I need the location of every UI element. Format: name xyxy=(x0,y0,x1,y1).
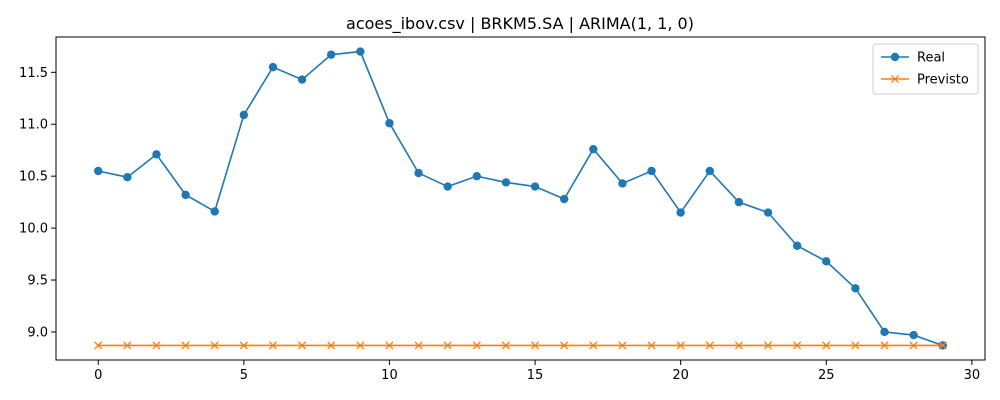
data-point xyxy=(559,194,569,204)
axes-frame xyxy=(55,36,986,361)
legend: Real Previsto xyxy=(872,43,979,95)
y-tick-label: 11.5 xyxy=(19,66,48,81)
data-point xyxy=(880,341,889,350)
legend-marker xyxy=(890,52,900,62)
y-tick-label: 9.0 xyxy=(27,325,48,340)
plot-area: 0 5 10 15 20 25 30 9.0 9.5 10.0 10.5 11.0 11.5 xyxy=(19,36,986,383)
data-point xyxy=(501,341,510,350)
data-point xyxy=(472,171,482,181)
data-point xyxy=(210,341,219,350)
data-point xyxy=(909,330,918,340)
x-tick-label: 5 xyxy=(240,368,248,383)
data-point xyxy=(356,47,365,56)
data-point xyxy=(239,110,249,120)
data-point xyxy=(443,341,452,350)
data-point xyxy=(734,341,743,350)
y-tick-label: 10.0 xyxy=(19,222,48,237)
data-point xyxy=(851,284,860,293)
data-point xyxy=(385,341,394,350)
data-point xyxy=(705,166,714,176)
data-point xyxy=(618,179,627,188)
data-point xyxy=(414,341,423,350)
data-point xyxy=(851,341,860,350)
data-point xyxy=(94,341,103,350)
data-point xyxy=(530,182,540,191)
legend-marker xyxy=(890,74,900,84)
data-point xyxy=(239,341,248,350)
data-point xyxy=(676,208,685,217)
data-point xyxy=(618,341,627,350)
data-point xyxy=(531,341,540,350)
data-point xyxy=(734,197,744,207)
data-point xyxy=(763,341,773,350)
y-tick-label: 11.0 xyxy=(19,118,48,133)
data-point xyxy=(793,341,802,350)
x-tick-label: 20 xyxy=(672,368,689,383)
legend-label: Previsto xyxy=(917,73,969,88)
data-point xyxy=(327,341,336,350)
data-point xyxy=(909,341,918,350)
x-tick-label: 0 xyxy=(94,368,102,383)
data-point xyxy=(589,341,598,350)
data-point xyxy=(152,341,161,350)
data-point xyxy=(676,341,685,350)
data-point xyxy=(792,241,802,250)
data-point xyxy=(763,208,773,217)
data-point xyxy=(181,190,190,200)
x-tick-label: 15 xyxy=(527,368,544,383)
y-tick-label: 10.5 xyxy=(19,170,48,185)
data-point xyxy=(472,341,481,350)
data-point xyxy=(880,327,889,337)
data-point xyxy=(298,341,307,350)
data-point xyxy=(647,166,656,176)
data-point xyxy=(123,173,132,182)
data-point xyxy=(589,144,598,154)
legend-label: Real xyxy=(917,51,945,66)
x-tick-label: 25 xyxy=(818,368,835,383)
data-point xyxy=(181,341,190,350)
data-point xyxy=(385,119,394,128)
data-point xyxy=(938,341,947,350)
data-point xyxy=(647,341,656,350)
x-tick-label: 10 xyxy=(381,368,398,383)
data-point xyxy=(501,178,511,187)
data-point xyxy=(210,207,219,216)
data-point xyxy=(443,182,452,191)
data-point xyxy=(560,341,569,350)
data-point xyxy=(327,50,336,59)
series-line-real xyxy=(98,50,944,347)
data-point xyxy=(268,62,278,72)
data-point xyxy=(152,150,161,159)
y-tick-label: 9.5 xyxy=(27,274,48,289)
data-point xyxy=(123,341,132,350)
data-point xyxy=(268,341,278,350)
data-point xyxy=(822,341,831,350)
data-point xyxy=(297,75,307,84)
chart-title: acoes_ibov.csv | BRKM5.SA | ARIMA(1, 1, … xyxy=(346,14,694,34)
data-point xyxy=(414,168,423,178)
data-point xyxy=(94,166,103,176)
x-tick-label: 30 xyxy=(964,368,981,383)
data-point xyxy=(822,257,831,266)
data-point xyxy=(356,341,365,350)
data-point xyxy=(705,341,714,350)
